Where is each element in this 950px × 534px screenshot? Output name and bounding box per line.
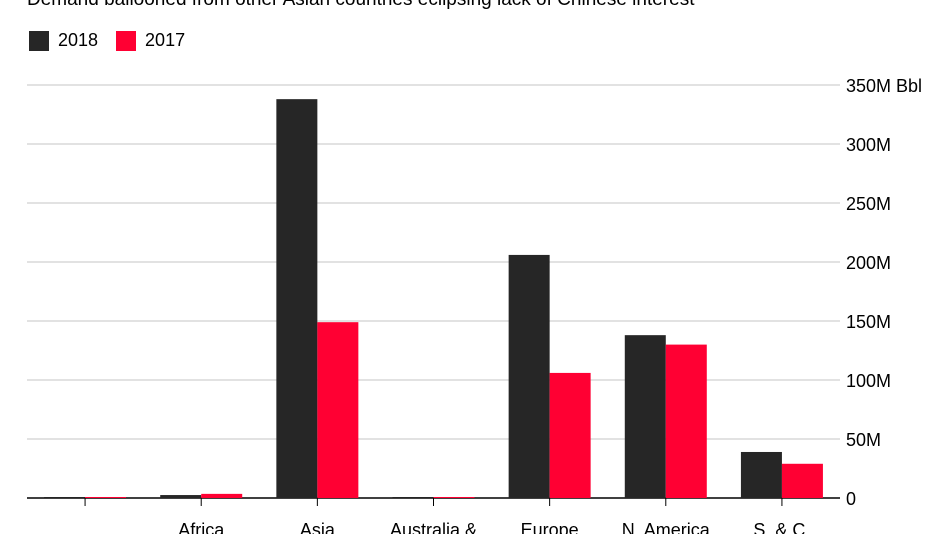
legend: 2018 2017	[29, 30, 203, 51]
bar-2017-n-america	[665, 344, 707, 498]
bar-2017-africa	[201, 493, 243, 498]
x-tick-label: S. & C.	[753, 520, 810, 534]
y-tick-label: 200M	[846, 253, 891, 273]
y-tick-label: 50M	[846, 430, 881, 450]
bar-2018-africa	[160, 495, 202, 498]
bar-2018-australia	[392, 497, 434, 498]
chart-subtitle: Demand ballooned from other Asian countr…	[27, 0, 694, 11]
bar-2017-unlabeled	[85, 497, 127, 498]
y-tick-label: 300M	[846, 135, 891, 155]
bar-2017-europe	[549, 372, 591, 498]
legend-label-2017: 2017	[145, 30, 186, 50]
bar-2017-asia	[317, 322, 359, 498]
y-tick-label: 150M	[846, 312, 891, 332]
bar-2017-australia	[433, 497, 475, 498]
legend-label-2018: 2018	[58, 30, 99, 50]
bar-2017-s-c	[781, 463, 823, 498]
x-tick-label: Australia &	[390, 520, 477, 534]
x-tick-label: Europe	[521, 520, 579, 534]
x-tick-label: Asia	[300, 520, 336, 534]
bar-2018-unlabeled	[44, 497, 86, 498]
legend-swatch-2018	[29, 30, 49, 51]
x-tick-label: Africa	[178, 520, 225, 534]
y-tick-label: 0	[846, 489, 856, 509]
y-tick-label: 350M Bbl	[846, 76, 922, 96]
y-tick-label: 250M	[846, 194, 891, 214]
bar-2018-asia	[276, 99, 318, 498]
bar-2018-s-c	[740, 451, 782, 498]
bar-2018-n-america	[624, 335, 666, 498]
bar-2018-europe	[508, 254, 550, 498]
legend-item-2017: 2017	[116, 30, 185, 51]
legend-swatch-2017	[116, 30, 137, 51]
y-tick-label: 100M	[846, 371, 891, 391]
legend-item-2018: 2018	[29, 30, 98, 51]
x-tick-label: N. America	[622, 520, 711, 534]
